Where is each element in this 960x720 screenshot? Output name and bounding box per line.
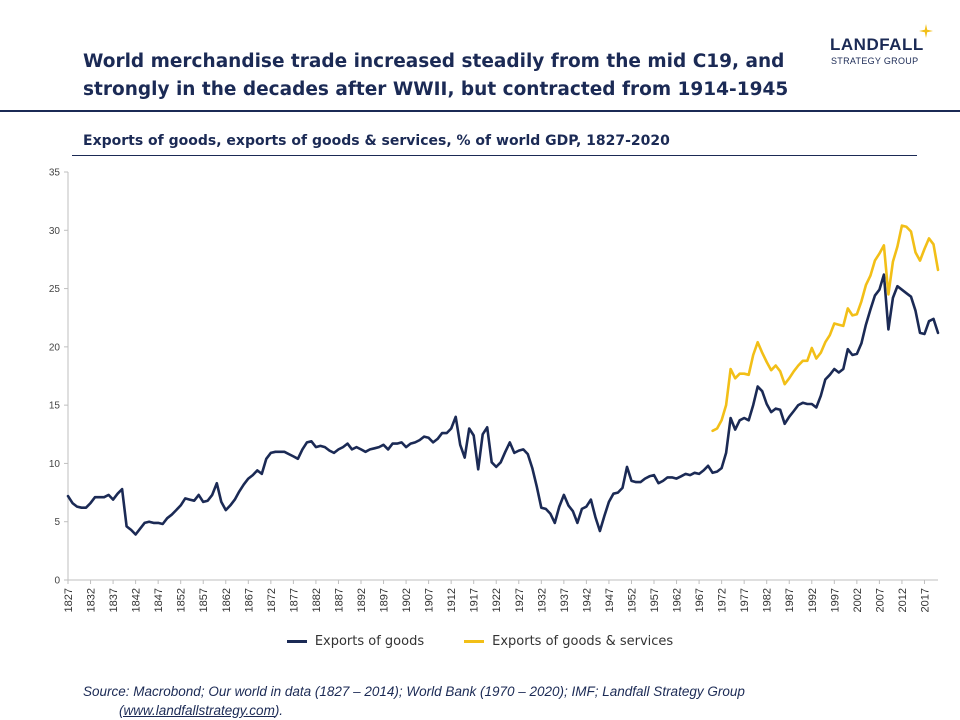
series-line-exports-of-goods — [66, 273, 940, 536]
x-tick-label: 1872 — [266, 588, 278, 612]
y-tick-label: 35 — [49, 168, 61, 179]
x-tick-label: 1897 — [379, 588, 391, 612]
x-tick-label: 1952 — [626, 588, 638, 612]
x-tick-label: 1857 — [198, 588, 210, 612]
x-tick-label: 1927 — [514, 588, 526, 612]
x-tick-label: 1882 — [311, 588, 323, 612]
chart-title: Exports of goods, exports of goods & ser… — [83, 133, 670, 149]
x-tick-label: 1977 — [739, 588, 751, 612]
star-icon — [919, 24, 933, 38]
source-text: Source: Macrobond; Our world in data (18… — [83, 684, 745, 699]
company-logo: LANDFALL STRATEGY GROUP — [826, 24, 946, 74]
x-tick-label: 1877 — [288, 588, 300, 612]
y-tick-label: 0 — [54, 576, 60, 587]
x-tick-label: 1942 — [581, 588, 593, 612]
x-tick-label: 1862 — [221, 588, 233, 612]
x-tick-label: 1982 — [762, 588, 774, 612]
logo-main-text: LANDFALL — [830, 35, 924, 54]
chart-legend: Exports of goods Exports of goods & serv… — [0, 634, 960, 649]
title-line-1: World merchandise trade increased steadi… — [83, 51, 785, 72]
x-tick-label: 1972 — [717, 588, 729, 612]
series-line-exports-of-goods-and-services — [711, 224, 940, 433]
x-tick-label: 1962 — [672, 588, 684, 612]
legend-label-goods-services: Exports of goods & services — [492, 634, 674, 649]
x-tick-label: 1932 — [536, 588, 548, 612]
header-divider — [0, 110, 960, 112]
x-tick-label: 2007 — [874, 588, 886, 612]
source-note: Source: Macrobond; Our world in data (18… — [83, 682, 843, 720]
y-tick-label: 25 — [49, 284, 61, 295]
chart-title-underline — [72, 155, 917, 156]
y-tick-label: 30 — [49, 226, 61, 237]
x-tick-label: 1887 — [333, 588, 345, 612]
x-tick-label: 1842 — [131, 588, 143, 612]
legend-item-goods: Exports of goods — [286, 634, 425, 649]
x-tick-label: 1832 — [86, 588, 98, 612]
x-tick-label: 1922 — [491, 588, 503, 612]
legend-swatch-goods — [286, 640, 307, 643]
source-link[interactable]: www.landfallstrategy.com — [123, 703, 275, 718]
legend-label-goods: Exports of goods — [314, 634, 425, 649]
x-tick-label: 1827 — [63, 588, 75, 612]
title-line-2: strongly in the decades after WWII, but … — [83, 79, 789, 100]
x-tick-label: 1917 — [469, 588, 481, 612]
x-tick-label: 1912 — [446, 588, 458, 612]
y-tick-label: 20 — [49, 342, 61, 353]
x-tick-label: 1987 — [784, 588, 796, 612]
x-tick-label: 2017 — [919, 588, 931, 612]
x-tick-label: 1992 — [807, 588, 819, 612]
x-tick-label: 1902 — [401, 588, 413, 612]
x-tick-label: 1892 — [356, 588, 368, 612]
y-tick-label: 15 — [49, 401, 61, 412]
legend-item-goods-services: Exports of goods & services — [464, 634, 673, 649]
x-tick-label: 1837 — [108, 588, 120, 612]
y-tick-label: 5 — [54, 517, 60, 528]
x-tick-label: 1847 — [153, 588, 165, 612]
y-tick-label: 10 — [49, 459, 61, 470]
x-tick-label: 2012 — [897, 588, 909, 612]
source-suffix: ). — [274, 703, 284, 718]
x-tick-label: 1937 — [559, 588, 571, 612]
line-chart: 0 5 10 15 20 25 30 35 1827 1832 1837 1842 1847 1852 18… — [49, 168, 940, 612]
x-tick-label: 1852 — [176, 588, 188, 612]
x-tick-label: 1907 — [424, 588, 436, 612]
x-tick-label: 1947 — [604, 588, 616, 612]
legend-swatch-goods-services — [464, 640, 485, 643]
x-tick-label: 1867 — [243, 588, 255, 612]
x-tick-label: 1957 — [649, 588, 661, 612]
x-tick-label: 1997 — [829, 588, 841, 612]
x-tick-label: 1967 — [694, 588, 706, 612]
page-title: World merchandise trade increased steadi… — [83, 48, 803, 104]
logo-sub-text: STRATEGY GROUP — [831, 56, 919, 66]
x-tick-label: 2002 — [852, 588, 864, 612]
